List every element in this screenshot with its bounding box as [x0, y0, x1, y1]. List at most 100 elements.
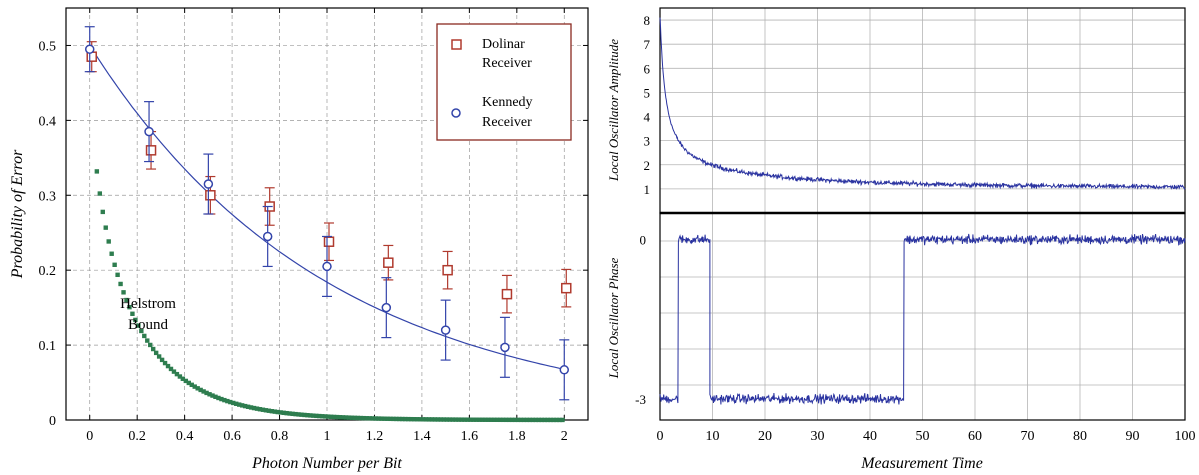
amplitude-trace: [659, 17, 1186, 191]
helstrom-point: [397, 416, 402, 422]
left-x-tick-label: 1.8: [508, 429, 526, 444]
helstrom-point: [358, 415, 364, 421]
helstrom-point: [406, 416, 411, 422]
helstrom-point: [263, 408, 269, 413]
left-x-tick-label: 1.6: [461, 429, 479, 444]
left-y-tick-label: 0.2: [39, 264, 57, 279]
left-x-tick-label: 0.8: [271, 429, 289, 444]
helstrom-point: [97, 191, 103, 196]
helstrom-point: [346, 415, 352, 420]
helstrom-point: [278, 410, 283, 415]
helstrom-point: [355, 415, 361, 421]
helstrom-point: [100, 209, 105, 215]
legend-kennedy-line1: Kennedy: [482, 95, 533, 110]
helstrom-point: [560, 417, 565, 423]
helstrom-point: [417, 417, 423, 422]
helstrom-point: [551, 417, 556, 423]
helstrom-point: [272, 409, 277, 414]
helstrom-point: [334, 414, 340, 420]
helstrom-point: [536, 417, 541, 423]
kennedy-point: [203, 179, 214, 189]
helstrom-point: [219, 396, 224, 402]
helstrom-point: [115, 272, 120, 278]
amplitude-y-tick-label: 4: [644, 110, 651, 125]
helstrom-point: [524, 417, 530, 423]
left-y-tick-label: 0.3: [39, 189, 57, 204]
helstrom-point: [251, 405, 257, 411]
amplitude-y-tick-label: 1: [644, 182, 651, 197]
helstrom-point: [133, 317, 138, 323]
helstrom-point: [281, 410, 286, 416]
helstrom-point: [207, 392, 212, 397]
helstrom-point: [130, 311, 135, 316]
helstrom-point: [183, 378, 189, 384]
helstrom-point: [148, 342, 153, 348]
kennedy-point: [559, 365, 570, 375]
helstrom-point: [548, 417, 553, 423]
helstrom-point: [503, 417, 509, 423]
helstrom-point: [498, 417, 503, 423]
dolinar-point: [501, 288, 513, 300]
helstrom-point: [450, 417, 455, 422]
helstrom-point: [489, 417, 494, 422]
helstrom-point: [213, 394, 218, 400]
phase-x-tick-label: 90: [1126, 429, 1140, 444]
helstrom-point: [254, 406, 260, 411]
helstrom-point: [554, 417, 559, 423]
legend-dolinar-line1: Dolinar: [482, 37, 525, 52]
helstrom-point: [382, 416, 387, 421]
phase-chart: 0 10 20 30 40 50 60 70 80 90 100 0 -3 Local Oscillat…: [606, 211, 1196, 472]
helstrom-point: [331, 414, 337, 420]
phase-x-tick-label: 70: [1021, 429, 1035, 444]
amplitude-y-tick-label: 5: [644, 85, 651, 100]
left-ticks: 0 0.2 0.4 0.6 0.8 1 1.2 1.4 1.6 1.8 2 0 0.1 0.2 0.3 0.4…: [39, 8, 588, 444]
helstrom-point: [506, 417, 512, 423]
helstrom-point: [201, 389, 206, 394]
helstrom-point: [325, 414, 331, 419]
helstrom-point: [364, 416, 369, 421]
helstrom-point: [177, 374, 183, 379]
helstrom-point: [106, 239, 111, 244]
amplitude-y-tick-label: 2: [644, 158, 651, 173]
helstrom-point: [171, 369, 177, 374]
helstrom-point: [441, 417, 447, 422]
helstrom-point: [296, 412, 301, 417]
helstrom-label-line1: Helstrom: [120, 296, 176, 312]
left-y-tick-label: 0.5: [39, 39, 57, 54]
helstrom-point: [121, 290, 126, 295]
left-y-tick-label: 0: [49, 414, 56, 429]
helstrom-point: [521, 417, 527, 423]
helstrom-point: [290, 411, 295, 417]
phase-x-tick-label: 40: [863, 429, 877, 444]
helstrom-point: [242, 403, 248, 409]
phase-x-tick-label: 50: [916, 429, 930, 444]
helstrom-point: [370, 416, 375, 421]
helstrom-point: [239, 403, 245, 408]
helstrom-point: [337, 415, 343, 420]
phase-x-tick-label: 100: [1175, 429, 1196, 444]
left-y-tick-label: 0.1: [39, 339, 57, 354]
helstrom-point: [225, 398, 230, 404]
helstrom-point: [320, 414, 325, 419]
helstrom-point: [423, 417, 429, 422]
helstrom-point: [124, 297, 129, 303]
left-chart: 0 0.2 0.4 0.6 0.8 1 1.2 1.4 1.6 1.8 2 0 0.1 0.2 0.3 0.4…: [9, 7, 589, 472]
helstrom-point: [293, 411, 298, 417]
helstrom-point: [533, 417, 538, 423]
helstrom-point: [518, 417, 524, 423]
helstrom-point: [153, 350, 159, 356]
amplitude-chart: 1 2 3 4 5 6 7 8 Local Oscillator Amplitude: [606, 7, 1186, 214]
helstrom-point: [420, 417, 426, 422]
helstrom-point: [248, 405, 254, 410]
helstrom-point: [275, 409, 280, 415]
kennedy-point: [440, 325, 451, 335]
helstrom-point: [302, 412, 307, 418]
left-x-axis-label: Photon Number per Bit: [251, 455, 402, 472]
helstrom-point: [465, 417, 470, 422]
left-y-axis-label: Probability of Error: [9, 149, 26, 279]
helstrom-point: [257, 407, 263, 412]
helstrom-point: [426, 417, 432, 422]
helstrom-point: [317, 413, 322, 419]
helstrom-point: [400, 416, 405, 422]
helstrom-point: [323, 414, 328, 419]
